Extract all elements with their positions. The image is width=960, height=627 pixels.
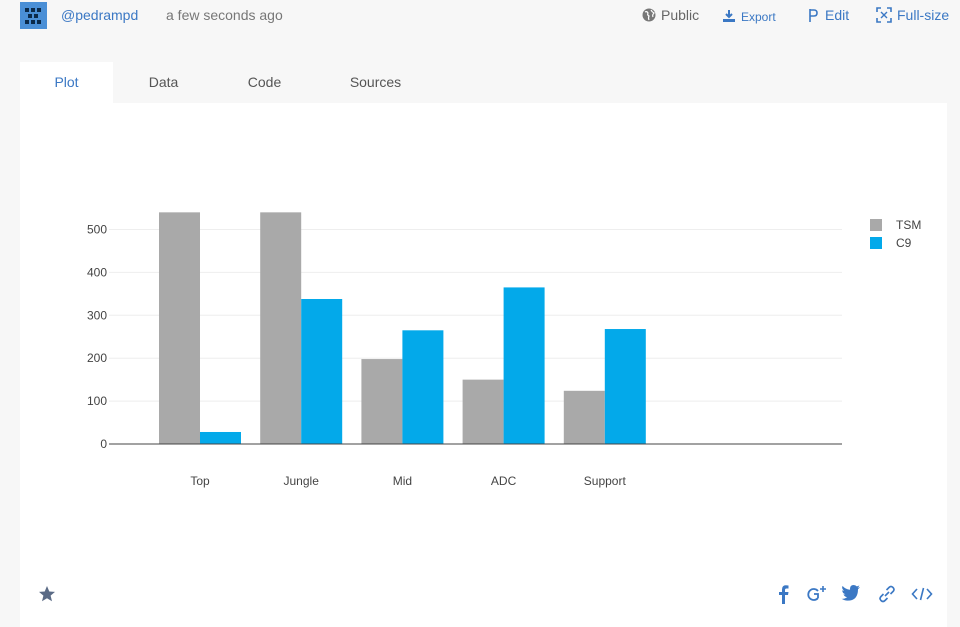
x-tick-label: Top	[190, 474, 210, 488]
legend-label-c9[interactable]: C9	[896, 236, 912, 250]
bar-tsm-jungle[interactable]	[260, 212, 302, 444]
embed-code-icon[interactable]	[911, 584, 933, 604]
public-button[interactable]: Public	[642, 7, 699, 23]
download-icon	[723, 9, 735, 22]
y-tick-label: 400	[87, 265, 107, 279]
bar-c9-top[interactable]	[200, 431, 241, 444]
x-tick-label: Support	[584, 474, 627, 488]
google-plus-icon[interactable]	[806, 584, 828, 604]
globe-icon	[642, 8, 656, 22]
edit-label: Edit	[825, 7, 850, 23]
legend-swatch-c9	[870, 237, 882, 249]
export-button[interactable]: Export	[722, 7, 776, 24]
bar-c9-support[interactable]	[604, 329, 646, 444]
fullsize-button[interactable]: Full-size	[876, 7, 949, 23]
tab-bar: Plot Data Code Sources	[20, 62, 436, 103]
twitter-icon[interactable]	[841, 584, 861, 602]
edit-icon	[809, 8, 818, 22]
y-tick-label: 100	[87, 394, 107, 408]
bar-tsm-mid[interactable]	[361, 359, 403, 444]
star-icon[interactable]	[38, 585, 56, 603]
edit-button[interactable]: Edit	[808, 7, 849, 23]
bar-c9-adc[interactable]	[503, 287, 545, 444]
tab-plot[interactable]: Plot	[20, 62, 113, 103]
fullsize-label: Full-size	[897, 7, 950, 23]
avatar[interactable]	[20, 2, 47, 29]
public-label: Public	[661, 7, 700, 23]
bar-tsm-top[interactable]	[159, 212, 200, 444]
timestamp: a few seconds ago	[166, 7, 283, 23]
y-tick-label: 200	[87, 351, 107, 365]
bar-tsm-support[interactable]	[563, 390, 605, 444]
tab-code[interactable]: Code	[247, 74, 282, 90]
facebook-icon[interactable]	[776, 584, 790, 604]
export-label: Export	[741, 10, 776, 24]
plot-card: 0 100 200 300 400 500 Top Jungle Mid ADC Support TS…	[20, 103, 947, 627]
tab-data[interactable]: Data	[148, 74, 179, 90]
bar-c9-mid[interactable]	[402, 330, 444, 444]
fullsize-icon	[876, 7, 892, 23]
y-tick-label: 300	[87, 308, 107, 322]
link-icon[interactable]	[877, 584, 897, 604]
top-bar: @pedrampd a few seconds ago Public Expor…	[0, 0, 960, 34]
bar-chart[interactable]: 0 100 200 300 400 500 Top Jungle Mid ADC Support TS…	[20, 103, 947, 573]
y-tick-label: 0	[100, 437, 107, 451]
tab-sources[interactable]: Sources	[349, 74, 402, 90]
x-tick-label: Mid	[393, 474, 412, 488]
x-tick-label: ADC	[491, 474, 517, 488]
legend-swatch-tsm	[870, 219, 882, 231]
x-tick-label: Jungle	[284, 474, 320, 488]
bar-c9-jungle[interactable]	[301, 298, 343, 444]
y-tick-label: 500	[87, 223, 107, 237]
username-link[interactable]: @pedrampd	[61, 7, 139, 23]
legend-label-tsm[interactable]: TSM	[896, 218, 921, 232]
bar-tsm-adc[interactable]	[462, 379, 504, 444]
